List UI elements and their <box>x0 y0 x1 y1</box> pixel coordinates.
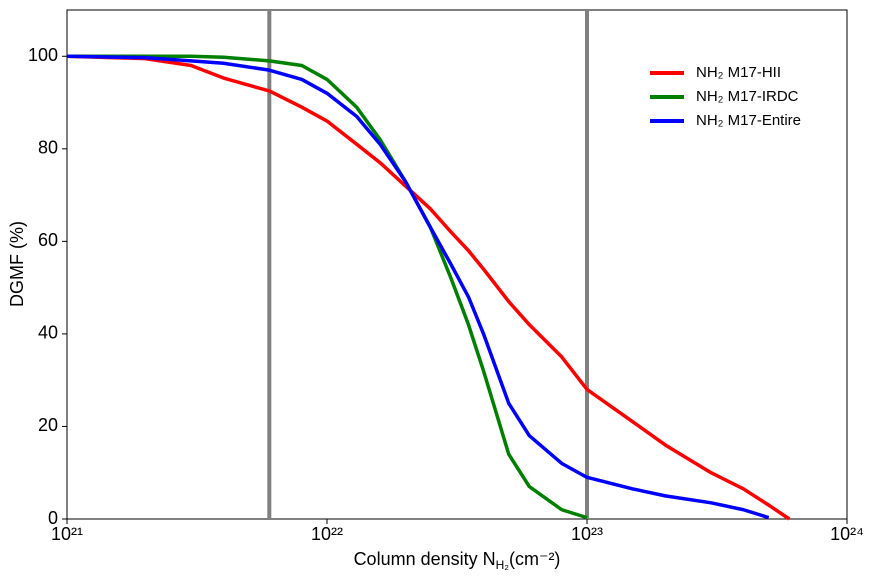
y-tick-label: 0 <box>48 508 58 528</box>
x-tick-label: 10²² <box>311 524 343 544</box>
series-line <box>66 54 770 520</box>
y-tick-label: 20 <box>38 415 58 435</box>
legend-label: NH₂ M17-IRDC <box>696 88 799 105</box>
x-axis-label: Column density NH₂(cm⁻²) <box>354 549 561 572</box>
y-tick-label: 100 <box>28 45 58 65</box>
series-line <box>67 54 588 520</box>
x-axis-label-main: Column density N <box>354 549 496 569</box>
y-tick-label: 40 <box>38 323 58 343</box>
y-tick-label: 60 <box>38 230 58 250</box>
x-axis-label-unit: (cm⁻²) <box>509 549 560 569</box>
x-tick-label: 10²³ <box>571 524 603 544</box>
x-tick-label: 10²⁴ <box>830 524 864 544</box>
plot-frame <box>66 9 848 520</box>
legend-label: NH₂ M17-HII <box>696 64 781 81</box>
y-tick-label: 80 <box>38 138 58 158</box>
legend-label: NH₂ M17-Entire <box>696 112 801 129</box>
x-axis-label-sub: H₂ <box>496 558 510 572</box>
y-axis-label: DGMF (%) <box>7 221 27 307</box>
x-tick-label: 10²¹ <box>51 524 83 544</box>
series-line <box>66 54 791 521</box>
